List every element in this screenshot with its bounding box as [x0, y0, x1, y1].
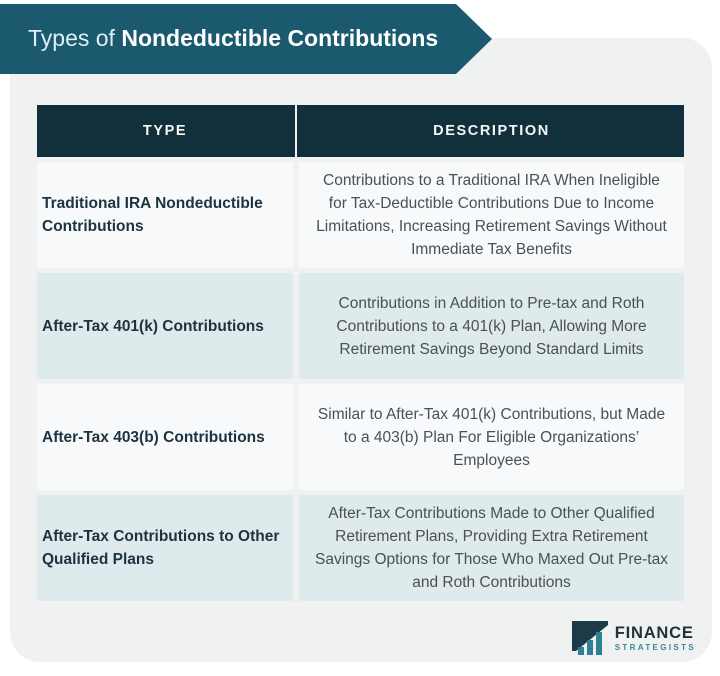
description-cell: After-Tax Contributions Made to Other Qu…	[299, 495, 684, 601]
logo-wordmark: FINANCE STRATEGISTS	[615, 621, 696, 653]
description-cell: Similar to After-Tax 401(k) Contribution…	[299, 384, 684, 490]
type-cell: After-Tax 403(b) Contributions	[37, 384, 293, 490]
bar-chart-arrow-icon	[571, 621, 608, 660]
contributions-table: TYPE DESCRIPTION Traditional IRA Nondedu…	[37, 105, 684, 601]
description-cell: Contributions to a Traditional IRA When …	[299, 162, 684, 268]
column-header-description: DESCRIPTION	[433, 123, 550, 139]
table-header-row: TYPE DESCRIPTION	[37, 105, 684, 157]
finance-strategists-logo: FINANCE STRATEGISTS	[571, 621, 696, 660]
description-cell: Contributions in Addition to Pre-tax and…	[299, 273, 684, 379]
page-title-bold: Nondeductible Contributions	[121, 25, 439, 52]
title-banner: Types of Nondeductible Contributions	[0, 4, 492, 74]
logo-name: FINANCE	[614, 624, 694, 642]
type-cell: After-Tax 401(k) Contributions	[37, 273, 293, 379]
column-header-type: TYPE	[142, 123, 188, 139]
type-cell: After-Tax Contributions to Other Qualifi…	[37, 495, 293, 601]
column-divider	[295, 105, 297, 157]
page-title-regular: Types of	[28, 25, 122, 52]
type-cell: Traditional IRA Nondeductible Contributi…	[37, 162, 293, 268]
logo-subname: STRATEGISTS	[614, 643, 696, 652]
